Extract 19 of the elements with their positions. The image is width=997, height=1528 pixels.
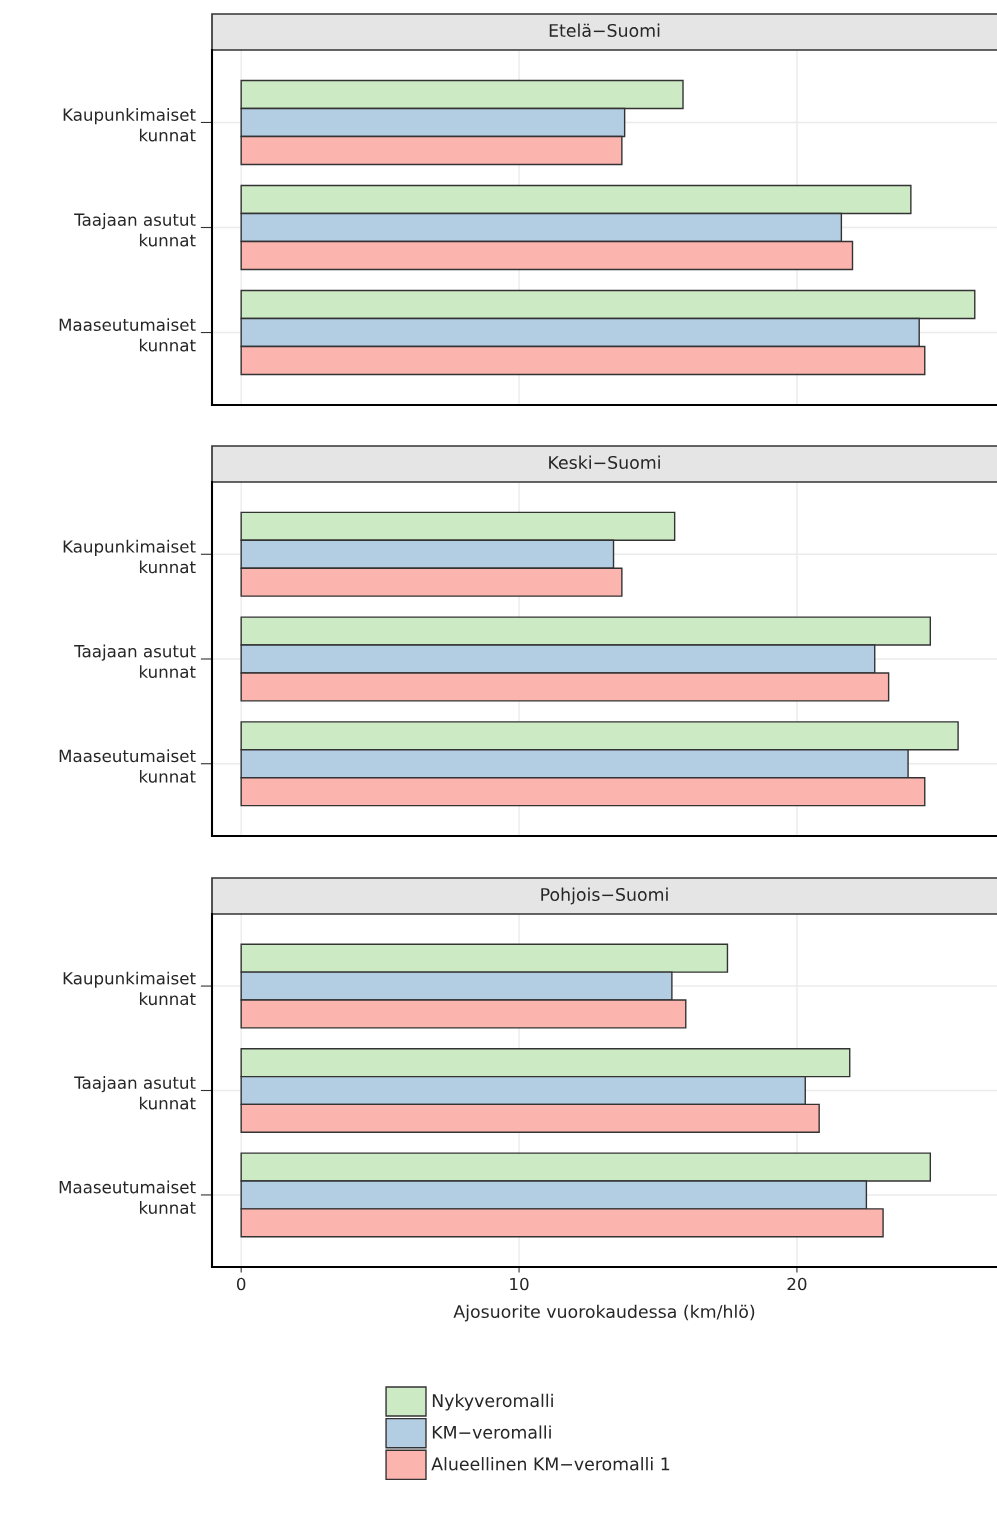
x-axis-title: Ajosuorite vuorokaudessa (km/hlö) xyxy=(453,1304,755,1322)
y-tick-label: Kaupunkimaiset kunnat xyxy=(63,108,196,142)
chart-title: Etelä−Suomi xyxy=(549,23,660,38)
y-tick-label: Taajaan asutut kunnat xyxy=(74,1076,196,1110)
legend-label: Nykyveromalli xyxy=(432,1393,553,1411)
y-tick-label: Maaseutumaiset kunnat xyxy=(59,1180,196,1214)
chart-title: Keski−Suomi xyxy=(549,455,660,470)
y-tick-label: Taajaan asutut kunnat xyxy=(74,644,196,679)
x-tick-label: 0 xyxy=(236,1277,246,1291)
chart-title: Pohjois−Suomi xyxy=(541,887,668,905)
y-tick-label: Maaseutumaiset kunnat xyxy=(59,318,196,352)
x-tick-label: 10 xyxy=(510,1277,529,1291)
legend-label: KM−veromalli xyxy=(432,1425,551,1439)
y-tick-label: Kaupunkimaiset kunnat xyxy=(63,539,196,574)
y-tick-label: Taajaan asutut kunnat xyxy=(74,213,196,247)
y-tick-label: Maaseutumaiset kunnat xyxy=(59,749,196,783)
y-tick-label: Kaupunkimaiset kunnat xyxy=(63,971,196,1006)
x-tick-label: 20 xyxy=(787,1277,807,1291)
legend-label: Alueellinen KM−veromalli 1 xyxy=(431,1457,670,1471)
